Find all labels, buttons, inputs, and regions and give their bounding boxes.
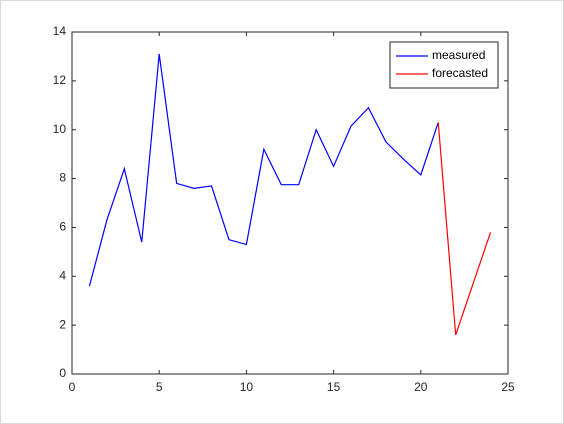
line-series	[437, 122, 492, 336]
y-tick-label: 0	[59, 366, 66, 380]
x-tick-label: 25	[501, 380, 515, 394]
y-tick-label: 14	[53, 24, 67, 38]
y-tick-label: 12	[53, 73, 67, 87]
x-tick-label: 20	[414, 380, 428, 394]
y-tick-label: 2	[59, 317, 66, 331]
y-tick-label: 8	[59, 171, 66, 185]
legend-label: measured	[432, 48, 485, 62]
legend: measured forecasted	[389, 41, 499, 89]
x-tick-label: 5	[156, 380, 163, 394]
legend-box	[389, 41, 499, 89]
x-tick-label: 0	[69, 380, 76, 394]
line-series	[88, 53, 439, 287]
x-tick-label: 15	[327, 380, 341, 394]
y-tick-label: 4	[59, 268, 66, 282]
y-tick-label: 6	[59, 220, 66, 234]
axes-box	[71, 31, 509, 375]
y-tick-label: 10	[53, 122, 67, 136]
legend-label: forecasted	[432, 66, 488, 80]
x-tick-label: 10	[240, 380, 254, 394]
